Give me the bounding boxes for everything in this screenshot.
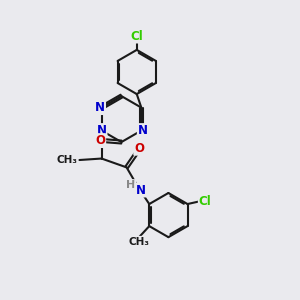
Text: CH₃: CH₃ xyxy=(56,155,77,165)
Text: N: N xyxy=(97,124,106,137)
Text: Cl: Cl xyxy=(130,29,143,43)
Text: N: N xyxy=(95,101,105,114)
Text: Cl: Cl xyxy=(199,195,211,208)
Text: O: O xyxy=(134,142,144,155)
Text: N: N xyxy=(135,184,146,196)
Text: O: O xyxy=(95,134,105,147)
Text: H: H xyxy=(126,180,135,190)
Text: N: N xyxy=(138,124,148,137)
Text: CH₃: CH₃ xyxy=(128,237,149,247)
